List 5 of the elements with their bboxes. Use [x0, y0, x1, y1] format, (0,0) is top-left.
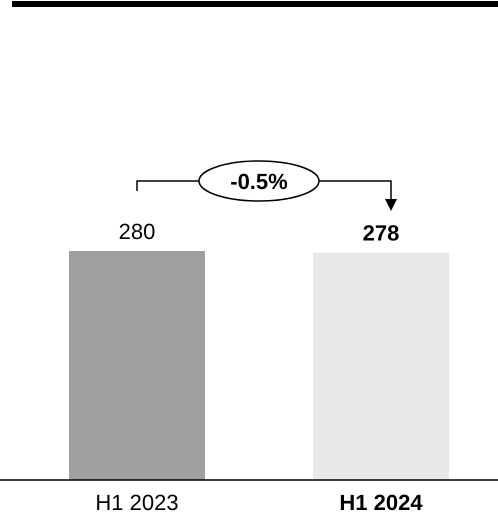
data-label: 280 [118, 219, 156, 244]
text: -0.5% [230, 169, 288, 194]
data-label: 278 [362, 220, 400, 246]
x-tick-label: H1 2023 [95, 490, 179, 515]
x-tick-label: H1 2024 [339, 490, 424, 515]
